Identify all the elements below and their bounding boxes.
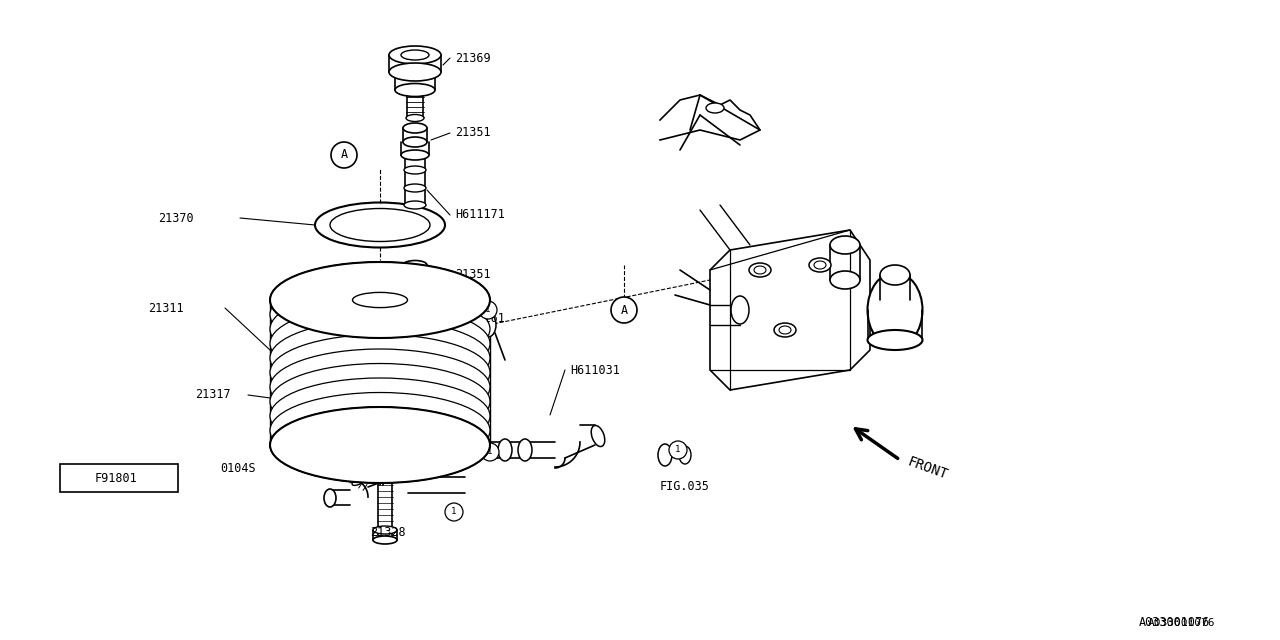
Text: 21311: 21311	[148, 301, 183, 314]
Ellipse shape	[324, 489, 335, 507]
Ellipse shape	[678, 446, 691, 464]
Ellipse shape	[419, 382, 440, 398]
Ellipse shape	[406, 115, 424, 122]
Text: F91801: F91801	[95, 472, 138, 484]
Ellipse shape	[270, 291, 490, 367]
Ellipse shape	[270, 262, 490, 338]
Ellipse shape	[270, 276, 490, 353]
Text: H611031: H611031	[570, 364, 620, 376]
Text: 21317: 21317	[195, 388, 230, 401]
Circle shape	[479, 301, 497, 319]
Text: 1: 1	[74, 474, 79, 483]
Ellipse shape	[404, 166, 426, 174]
Text: 1: 1	[676, 445, 681, 454]
Text: 21369: 21369	[454, 51, 490, 65]
Ellipse shape	[658, 444, 672, 466]
Ellipse shape	[270, 364, 490, 440]
Ellipse shape	[868, 273, 923, 348]
Text: 1: 1	[428, 385, 433, 394]
Ellipse shape	[393, 460, 407, 476]
Ellipse shape	[270, 335, 490, 410]
Ellipse shape	[270, 392, 490, 468]
Ellipse shape	[372, 536, 397, 544]
Bar	[60, 464, 178, 492]
Ellipse shape	[829, 236, 860, 254]
Ellipse shape	[749, 263, 771, 277]
Ellipse shape	[330, 209, 430, 241]
Ellipse shape	[352, 475, 367, 485]
Text: 21328: 21328	[370, 527, 406, 540]
Ellipse shape	[731, 296, 749, 324]
Ellipse shape	[315, 202, 445, 248]
Ellipse shape	[591, 426, 604, 447]
Circle shape	[421, 381, 439, 399]
Ellipse shape	[881, 265, 910, 285]
Text: H611161: H611161	[454, 312, 504, 324]
Text: 1: 1	[488, 447, 493, 456]
Ellipse shape	[270, 320, 490, 396]
Ellipse shape	[270, 349, 490, 425]
Ellipse shape	[404, 184, 426, 192]
Ellipse shape	[270, 407, 490, 483]
Ellipse shape	[404, 201, 426, 209]
Text: 21351: 21351	[454, 127, 490, 140]
Text: 21351: 21351	[454, 269, 490, 282]
Text: A: A	[621, 303, 627, 317]
Circle shape	[332, 142, 357, 168]
Ellipse shape	[518, 439, 532, 461]
Ellipse shape	[707, 103, 724, 113]
Ellipse shape	[480, 313, 497, 337]
Text: FRONT: FRONT	[905, 455, 950, 483]
Ellipse shape	[403, 273, 428, 282]
Circle shape	[611, 297, 637, 323]
Ellipse shape	[372, 526, 397, 534]
Ellipse shape	[401, 150, 429, 160]
Text: FIG.035: FIG.035	[660, 481, 710, 493]
Text: 1: 1	[452, 508, 457, 516]
Ellipse shape	[403, 123, 428, 133]
Circle shape	[445, 503, 463, 521]
Ellipse shape	[809, 258, 831, 272]
Ellipse shape	[270, 407, 490, 483]
Ellipse shape	[774, 323, 796, 337]
Ellipse shape	[403, 260, 428, 269]
Ellipse shape	[396, 83, 435, 97]
Ellipse shape	[868, 330, 923, 350]
Circle shape	[68, 469, 86, 487]
Ellipse shape	[498, 439, 512, 461]
Text: 1: 1	[485, 305, 490, 314]
Ellipse shape	[270, 378, 490, 454]
Ellipse shape	[270, 305, 490, 381]
Text: A: A	[340, 148, 348, 161]
Ellipse shape	[389, 63, 442, 81]
Text: 21370: 21370	[157, 211, 193, 225]
Circle shape	[669, 441, 687, 459]
Ellipse shape	[270, 262, 490, 338]
Polygon shape	[710, 230, 870, 390]
Ellipse shape	[829, 271, 860, 289]
Text: 0104S: 0104S	[220, 461, 256, 474]
Text: H611171: H611171	[454, 209, 504, 221]
Ellipse shape	[389, 46, 442, 64]
Ellipse shape	[403, 137, 428, 147]
Text: A033001076: A033001076	[1139, 616, 1210, 628]
Circle shape	[481, 443, 499, 461]
Ellipse shape	[401, 285, 429, 294]
Text: A033001076: A033001076	[1147, 618, 1215, 628]
